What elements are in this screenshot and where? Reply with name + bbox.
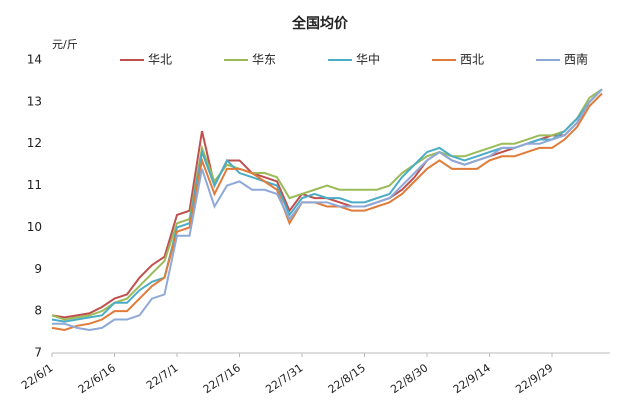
y-tick-label: 13 <box>27 94 42 108</box>
y-tick-label: 12 <box>27 136 42 150</box>
series-line <box>51 92 603 332</box>
x-tick-label: 22/7/16 <box>201 361 243 396</box>
x-tick-label: 22/9/29 <box>513 361 555 396</box>
y-tick-label: 11 <box>27 178 42 192</box>
y-tick-label: 9 <box>34 262 42 276</box>
x-tick-label: 22/8/15 <box>326 361 368 396</box>
legend-label: 华中 <box>356 52 380 67</box>
x-tick-label: 22/9/14 <box>451 361 493 396</box>
chart-title: 全国均价 <box>291 15 349 32</box>
series-line <box>51 88 603 321</box>
legend-label: 西北 <box>460 53 484 67</box>
legend-label: 华东 <box>252 53 276 67</box>
y-tick-label: 7 <box>34 346 42 360</box>
series-line <box>52 88 603 331</box>
legend-label: 西南 <box>564 52 588 67</box>
x-tick-label: 22/7/31 <box>263 361 305 396</box>
x-tick-label: 22/8/30 <box>388 361 430 396</box>
y-axis-label: 元/斤 <box>52 38 78 51</box>
y-tick-label: 8 <box>34 304 42 318</box>
y-tick-label: 10 <box>27 220 42 234</box>
x-tick-label: 22/6/1 <box>19 361 55 392</box>
y-tick-label: 14 <box>27 53 42 67</box>
x-tick-label: 22/7/1 <box>144 361 180 392</box>
legend-label: 华北 <box>148 53 172 67</box>
x-tick-label: 22/6/16 <box>76 361 118 396</box>
